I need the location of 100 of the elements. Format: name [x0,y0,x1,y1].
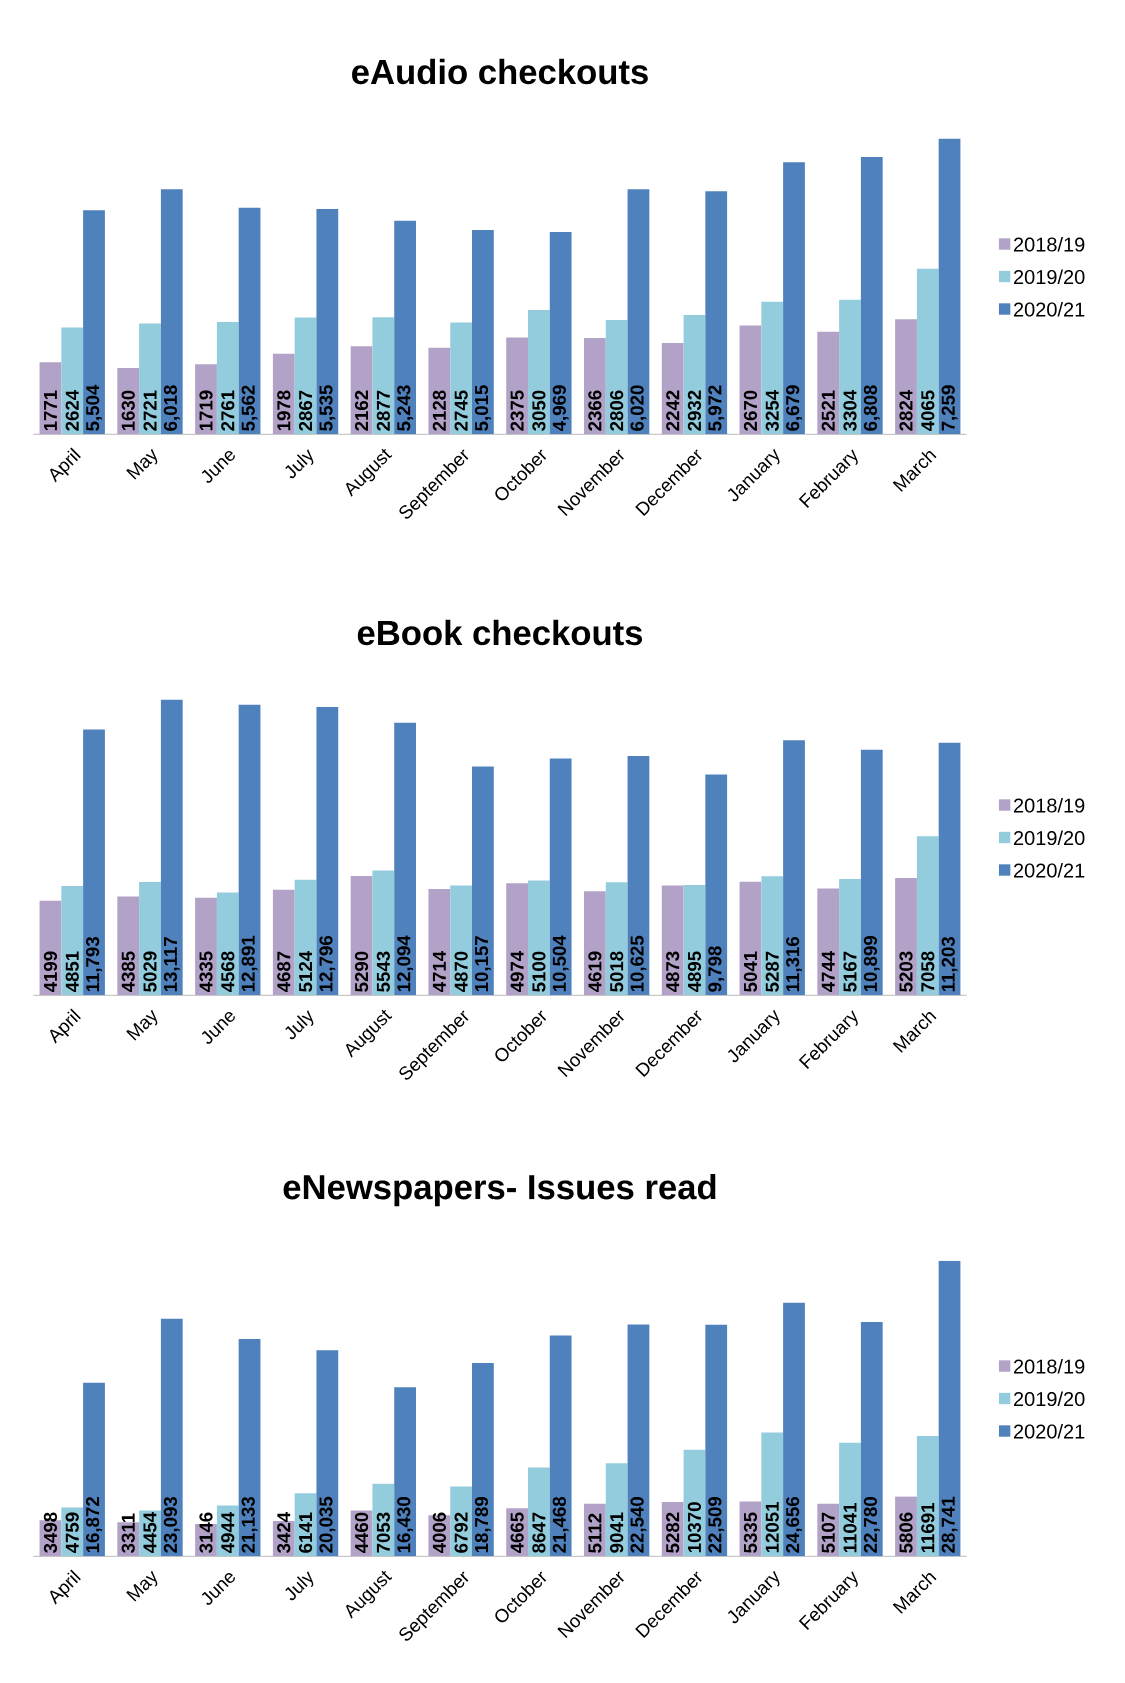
x-tick-label: July [285,1010,314,1040]
data-label: 4568 [221,951,235,993]
chart-title: eNewspapers- Issues read [283,1173,716,1207]
data-label: 2761 [221,390,235,431]
data-label: 3498 [43,1512,58,1553]
bar [627,755,650,996]
data-label: 2162 [354,390,369,431]
data-label: 11,316 [786,937,802,992]
legend-label: 2020/21 [1013,862,1085,878]
bar [528,880,550,996]
bar [216,321,239,435]
bar [705,191,728,435]
data-label: 22,509 [708,1496,725,1553]
data-label: 4873 [666,951,680,993]
bar [472,230,494,435]
bar [605,320,628,435]
bar [860,1322,883,1557]
bar [549,758,572,996]
data-label: 11,793 [86,937,102,992]
bar [938,742,961,996]
bar [627,189,650,435]
data-label: 6792 [454,1512,468,1553]
data-label: 4851 [65,951,79,993]
legend-label: 2020/21 [1013,1423,1085,1439]
x-tick-label: May [126,1009,158,1041]
data-label: 2877 [376,390,390,431]
bar [661,885,684,996]
data-label: 7058 [921,951,935,992]
bar [839,299,861,435]
bar [783,162,805,435]
bar [938,138,961,435]
bar [860,157,883,435]
bar [506,883,528,996]
data-label: 2624 [65,389,79,431]
data-label: 5290 [354,951,369,992]
bar [528,310,550,435]
data-label: 12,891 [241,935,258,992]
legend-label: 2018/19 [1013,236,1085,252]
data-label: 21,468 [552,1496,569,1553]
data-label: 20,035 [319,1496,336,1553]
data-label: 5041 [743,951,758,992]
data-label: 6141 [298,1512,313,1553]
data-label: 3424 [277,1511,291,1553]
data-label: 22,540 [630,1497,647,1553]
data-label: 4944 [221,1511,235,1554]
data-label: 7053 [376,1512,390,1553]
data-label: 4,969 [552,385,569,432]
bar [549,1335,572,1557]
data-label: 7,259 [941,385,958,431]
data-label: 2375 [510,390,524,431]
data-label: 11041 [843,1503,857,1553]
bar [394,220,417,435]
bar [705,1324,728,1557]
data-label: 5282 [666,1512,680,1553]
data-label: 2932 [687,390,702,431]
data-label: 4385 [121,951,135,993]
bar [83,210,105,435]
data-label: 5,562 [241,385,258,431]
x-tick-label: May [126,448,158,480]
bar [839,1442,861,1557]
data-label: 4199 [43,951,58,993]
data-label: 10,625 [630,935,647,992]
chart-title: eAudio checkouts [352,58,648,85]
bar [160,1318,183,1557]
chart-title: eBook checkouts [357,619,643,646]
data-label: 9,798 [708,946,725,992]
bar [860,749,883,996]
data-label: 4006 [432,1512,446,1554]
data-label: 2521 [821,390,835,431]
data-label: 5,015 [474,385,491,431]
bar [272,889,295,996]
data-label: 6,679 [786,385,802,431]
x-tick-label: July [285,1571,314,1601]
data-label: 5107 [821,1512,835,1553]
data-label: 2242 [666,390,680,431]
bar [450,885,473,996]
data-label: 5167 [843,951,857,992]
data-label: 5203 [899,951,913,992]
data-label: 24,656 [786,1496,802,1553]
data-label: 5112 [588,1513,602,1553]
bar [372,870,395,996]
data-label: 3304 [843,389,857,431]
bar [938,1260,961,1557]
data-label: 5,504 [86,384,102,431]
data-label: 3254 [765,389,779,431]
data-label: 10,157 [474,936,491,992]
bar [394,722,417,996]
legend-label: 2019/20 [1013,269,1085,285]
data-label: 10370 [687,1502,702,1553]
data-label: 11691 [921,1503,935,1553]
bar [83,729,105,996]
data-label: 11,203 [941,937,958,992]
bar [895,319,917,435]
data-label: 5,535 [319,385,336,431]
data-label: 5100 [532,951,546,992]
data-label: 5335 [743,1512,758,1553]
data-label: 6,808 [863,385,880,431]
bar [160,699,183,996]
data-label: 8647 [532,1512,546,1553]
data-label: 5287 [765,951,779,992]
